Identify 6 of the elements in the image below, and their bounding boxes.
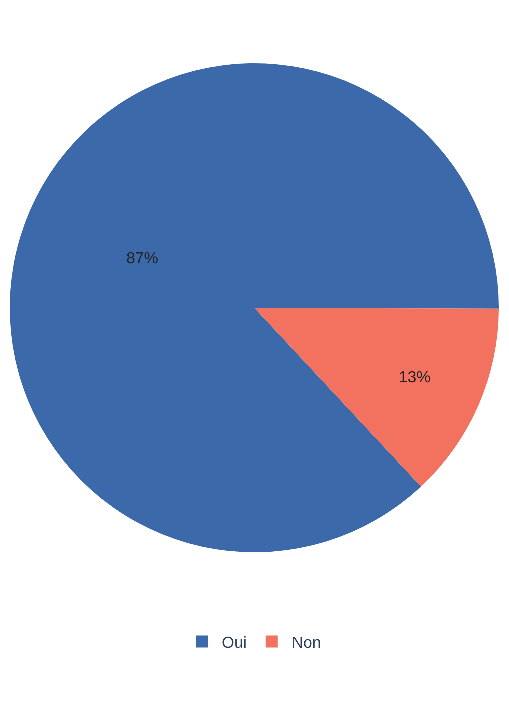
data-label: 87% <box>126 250 158 268</box>
pie-slice <box>10 64 499 552</box>
legend-label: Oui <box>222 634 247 652</box>
pie-slice <box>254 308 499 487</box>
legend-label: Non <box>292 634 322 652</box>
data-label: 13% <box>398 370 431 387</box>
